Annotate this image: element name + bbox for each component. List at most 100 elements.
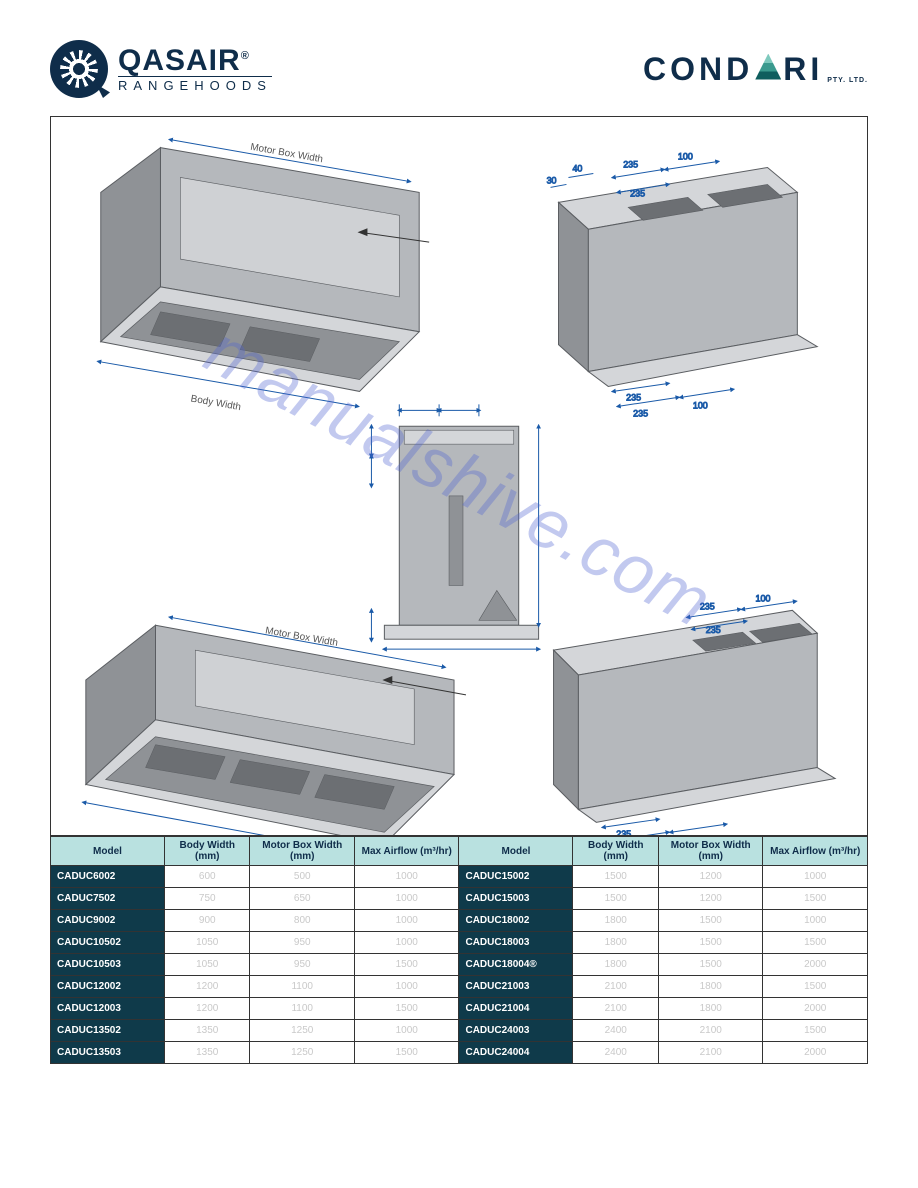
cell-body: 900 — [165, 910, 250, 932]
cell-model: CADUC18004® — [459, 954, 573, 976]
cell-body: 1500 — [573, 866, 658, 888]
cell-model: CADUC21004 — [459, 998, 573, 1020]
condari-part1: COND — [643, 51, 753, 88]
cell-body: 1500 — [573, 888, 658, 910]
svg-text:100: 100 — [756, 593, 771, 603]
cell-model: CADUC15003 — [459, 888, 573, 910]
cell-flow: 2000 — [763, 954, 868, 976]
table-row: CADUC90029008001000CADUC1800218001500100… — [51, 910, 868, 932]
cell-motor: 950 — [250, 932, 355, 954]
cell-model: CADUC10502 — [51, 932, 165, 954]
cell-flow: 1500 — [763, 1020, 868, 1042]
cell-flow: 1500 — [763, 888, 868, 910]
cell-flow: 1000 — [354, 976, 459, 998]
cell-body: 1800 — [573, 954, 658, 976]
cell-model: CADUC24004 — [459, 1042, 573, 1064]
cell-motor: 1800 — [658, 998, 763, 1020]
cell-model: CADUC12002 — [51, 976, 165, 998]
cell-model: CADUC21003 — [459, 976, 573, 998]
cell-body: 2100 — [573, 998, 658, 1020]
cell-model: CADUC13502 — [51, 1020, 165, 1042]
technical-diagram: Motor Box Width Body Width 235 — [50, 116, 868, 836]
view-bottom-left: Motor Box Width Body Width — [84, 617, 466, 835]
cell-model: CADUC10503 — [51, 954, 165, 976]
cell-model: CADUC18002 — [459, 910, 573, 932]
condari-part2: RI — [783, 51, 823, 88]
table-row: CADUC12002120011001000CADUC2100321001800… — [51, 976, 868, 998]
cell-motor: 2100 — [658, 1042, 763, 1064]
table-header-row: Model Body Width (mm) Motor Box Width (m… — [51, 837, 868, 866]
cell-model: CADUC18003 — [459, 932, 573, 954]
svg-text:235: 235 — [706, 625, 721, 635]
svg-text:235: 235 — [626, 392, 641, 402]
cell-motor: 1200 — [658, 866, 763, 888]
page: QASAIR® RANGEHOODS COND RI PTY. LTD. — [0, 0, 918, 1094]
svg-text:Motor Box Width: Motor Box Width — [264, 625, 338, 649]
brand-name: QASAIR — [118, 44, 241, 77]
cell-flow: 1500 — [354, 1042, 459, 1064]
cell-motor: 500 — [250, 866, 355, 888]
qasair-fan-icon — [50, 40, 108, 98]
cell-body: 750 — [165, 888, 250, 910]
col-flow-l: Max Airflow (m³/hr) — [354, 837, 459, 866]
cell-body: 1350 — [165, 1042, 250, 1064]
table-row: CADUC75027506501000CADUC1500315001200150… — [51, 888, 868, 910]
svg-text:30: 30 — [547, 175, 557, 185]
cell-body: 1050 — [165, 954, 250, 976]
cell-body: 1200 — [165, 976, 250, 998]
cell-body: 1350 — [165, 1020, 250, 1042]
cell-motor: 1100 — [250, 998, 355, 1020]
cell-body: 1200 — [165, 998, 250, 1020]
cell-body: 2400 — [573, 1020, 658, 1042]
cell-body: 1800 — [573, 932, 658, 954]
cell-model: CADUC9002 — [51, 910, 165, 932]
col-motor-l: Motor Box Width (mm) — [250, 837, 355, 866]
cell-body: 1800 — [573, 910, 658, 932]
cell-flow: 1500 — [354, 998, 459, 1020]
table-row: CADUC1050210509501000CADUC18003180015001… — [51, 932, 868, 954]
cell-flow: 1000 — [763, 910, 868, 932]
qasair-text: QASAIR® RANGEHOODS — [118, 46, 272, 92]
svg-text:100: 100 — [678, 152, 693, 162]
cell-motor: 950 — [250, 954, 355, 976]
diagram-svg: Motor Box Width Body Width 235 — [51, 117, 867, 835]
table-row: CADUC13503135012501500CADUC2400424002100… — [51, 1042, 868, 1064]
cell-model: CADUC7502 — [51, 888, 165, 910]
col-model-l: Model — [51, 837, 165, 866]
spec-table: Model Body Width (mm) Motor Box Width (m… — [50, 836, 868, 1064]
svg-text:Body Width: Body Width — [190, 393, 242, 413]
cell-flow: 2000 — [763, 998, 868, 1020]
condari-triangle-icon — [755, 54, 781, 80]
svg-text:Motor Box Width: Motor Box Width — [250, 142, 324, 166]
col-flow-r: Max Airflow (m³/hr) — [763, 837, 868, 866]
cell-flow: 1000 — [354, 866, 459, 888]
svg-text:235: 235 — [633, 408, 648, 418]
cell-flow: 1000 — [354, 1020, 459, 1042]
svg-text:100: 100 — [686, 834, 701, 835]
cell-model: CADUC24003 — [459, 1020, 573, 1042]
qasair-subtitle: RANGEHOODS — [118, 76, 272, 92]
view-bottom-right: 235 100 235 235 235 100 — [554, 593, 836, 835]
svg-text:235: 235 — [630, 188, 645, 198]
svg-text:235: 235 — [616, 829, 631, 835]
cell-body: 1050 — [165, 932, 250, 954]
cell-flow: 1500 — [763, 976, 868, 998]
cell-flow: 1500 — [354, 954, 459, 976]
view-center — [371, 404, 538, 649]
cell-motor: 1100 — [250, 976, 355, 998]
cell-model: CADUC6002 — [51, 866, 165, 888]
cell-motor: 1200 — [658, 888, 763, 910]
qasair-name: QASAIR® — [118, 46, 272, 76]
cell-body: 2400 — [573, 1042, 658, 1064]
svg-text:235: 235 — [700, 601, 715, 611]
cell-body: 2100 — [573, 976, 658, 998]
qasair-logo: QASAIR® RANGEHOODS — [50, 40, 272, 98]
cell-flow: 1500 — [763, 932, 868, 954]
table-body: CADUC60026005001000CADUC1500215001200100… — [51, 866, 868, 1064]
cell-flow: 1000 — [354, 932, 459, 954]
cell-model: CADUC15002 — [459, 866, 573, 888]
condari-logo: COND RI PTY. LTD. — [643, 51, 868, 88]
condari-sub: PTY. LTD. — [827, 77, 868, 88]
cell-motor: 800 — [250, 910, 355, 932]
view-top-right: 235 100 235 40 30 235 235 — [547, 152, 818, 419]
